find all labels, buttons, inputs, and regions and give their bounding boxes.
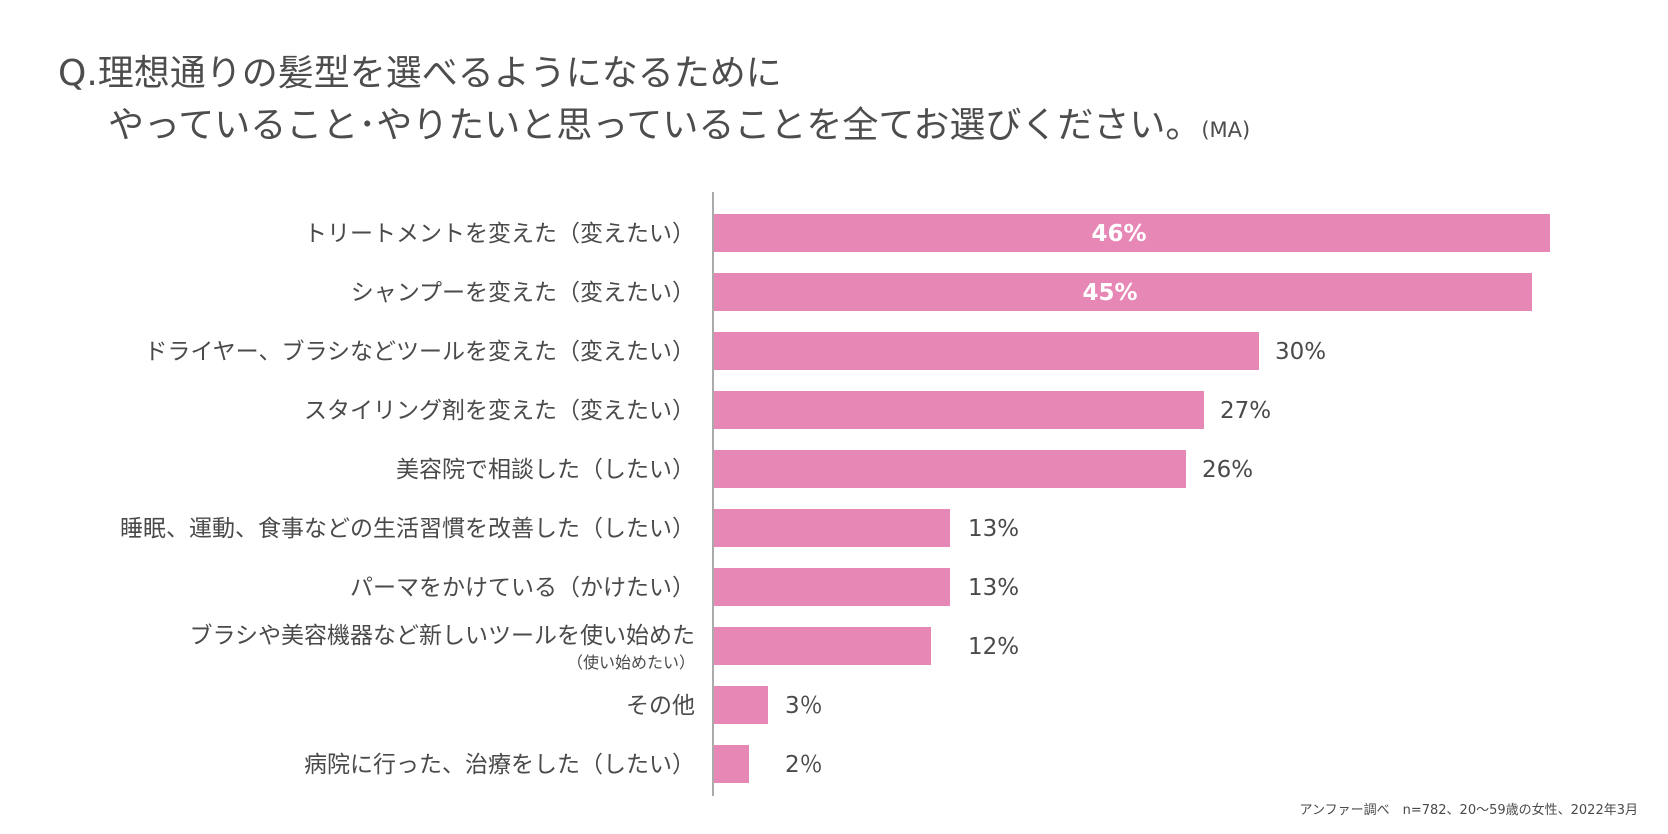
bar-5 (713, 450, 1186, 488)
category-label-3: ドライヤー、ブラシなどツールを変えた（変えたい） (144, 339, 695, 365)
value-label-3: 30% (1275, 339, 1326, 365)
bar-7 (713, 568, 950, 606)
bar-9 (713, 686, 768, 724)
category-label-10: 病院に行った、治療をした（したい） (304, 752, 695, 778)
value-label-9: 3％ (785, 693, 823, 719)
category-label-2: シャンプーを変えた（変えたい） (351, 280, 695, 306)
category-label-4: スタイリング剤を変えた（変えたい） (304, 398, 695, 424)
value-label-2: 45% (1083, 280, 1138, 306)
category-labels-layer: トリートメントを変えた（変えたい） シャンプーを変えた（変えたい） ドライヤー、ブラ… (120, 221, 695, 778)
bar-1 (713, 214, 1550, 252)
bars-layer (713, 214, 1550, 783)
category-label-5: 美容院で相談した（したい） (396, 457, 695, 483)
bar-4 (713, 391, 1204, 429)
title-line-2-text: やっていること･やりたいと思っていることを全てお選びください。 (108, 105, 1202, 146)
category-label-1: トリートメントを変えた（変えたい） (304, 221, 695, 247)
category-label-9: その他 (626, 693, 695, 719)
value-label-4: 27% (1220, 398, 1271, 424)
source-note: アンファー調べ n=782、20～59歳の女性、2022年3月 (1299, 803, 1638, 818)
bar-3 (713, 332, 1259, 370)
value-label-7: 13% (968, 575, 1019, 601)
value-label-8: 12% (968, 634, 1019, 660)
bar-10 (713, 745, 749, 783)
title-suffix: (MA) (1201, 118, 1251, 142)
title-line-2: やっていること･やりたいと思っていることを全てお選びください。(MA) (58, 100, 1250, 156)
chart-title: Q.理想通りの髪型を選べるようになるために やっていること･やりたいと思っている… (58, 48, 1250, 156)
value-labels-layer: 46% 45% 30% 27% 26% 13% 13% 12% 3％ 2％ (785, 221, 1326, 778)
category-label-8: ブラシや美容機器など新しいツールを使い始めた (189, 623, 695, 649)
value-label-5: 26% (1202, 457, 1253, 483)
title-line-1: Q.理想通りの髪型を選べるようになるために (58, 53, 782, 94)
value-label-6: 13% (968, 516, 1019, 542)
bar-6 (713, 509, 950, 547)
value-label-10: 2％ (785, 752, 823, 778)
bar-2 (713, 273, 1532, 311)
category-label-7: パーマをかけている（かけたい） (350, 575, 695, 601)
bar-8 (713, 627, 931, 665)
value-label-1: 46% (1092, 221, 1147, 247)
category-label-6: 睡眠、運動、食事などの生活習慣を改善した（したい） (120, 516, 695, 542)
category-sublabel-8: （使い始めたい） (567, 653, 695, 672)
